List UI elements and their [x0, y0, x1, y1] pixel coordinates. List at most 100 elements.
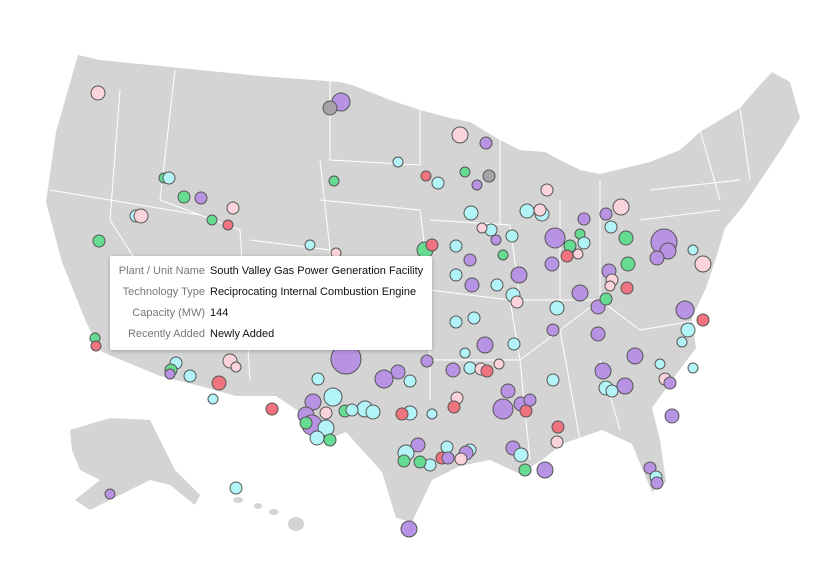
plant-bubble[interactable]: [374, 369, 394, 389]
plant-bubble[interactable]: [676, 336, 688, 348]
plant-bubble[interactable]: [649, 250, 665, 266]
plant-bubble[interactable]: [400, 520, 418, 538]
plant-bubble[interactable]: [459, 347, 471, 359]
plant-bubble[interactable]: [265, 402, 279, 416]
plant-bubble[interactable]: [549, 300, 565, 316]
plant-bubble[interactable]: [319, 406, 333, 420]
plant-bubble[interactable]: [696, 313, 710, 327]
plant-bubble[interactable]: [459, 166, 471, 178]
plant-bubble[interactable]: [413, 455, 427, 469]
plant-bubble[interactable]: [467, 311, 481, 325]
plant-bubble[interactable]: [229, 481, 243, 495]
plant-bubble[interactable]: [441, 451, 455, 465]
plant-bubble[interactable]: [626, 347, 644, 365]
plant-bubble[interactable]: [544, 227, 566, 249]
plant-bubble[interactable]: [211, 375, 227, 391]
plant-bubble[interactable]: [92, 234, 106, 248]
plant-bubble[interactable]: [177, 190, 191, 204]
plant-bubble[interactable]: [533, 203, 547, 217]
plant-bubble[interactable]: [464, 277, 480, 293]
plant-bubble[interactable]: [328, 175, 340, 187]
plant-bubble[interactable]: [309, 430, 325, 446]
plant-bubble[interactable]: [605, 384, 619, 398]
plant-bubble[interactable]: [365, 404, 381, 420]
plant-bubble[interactable]: [544, 256, 560, 272]
plant-bubble[interactable]: [420, 354, 434, 368]
plant-bubble[interactable]: [311, 372, 325, 386]
plant-bubble[interactable]: [550, 435, 564, 449]
plant-bubble[interactable]: [663, 376, 677, 390]
plant-bubble[interactable]: [599, 207, 613, 221]
plant-bubble[interactable]: [425, 238, 439, 252]
plant-bubble[interactable]: [390, 364, 406, 380]
plant-bubble[interactable]: [510, 295, 524, 309]
plant-bubble[interactable]: [449, 239, 463, 253]
plant-bubble[interactable]: [540, 183, 554, 197]
plant-bubble[interactable]: [463, 361, 477, 375]
plant-bubble[interactable]: [604, 220, 618, 234]
plant-bubble[interactable]: [451, 126, 469, 144]
plant-bubble[interactable]: [194, 191, 208, 205]
plant-bubble[interactable]: [454, 452, 468, 466]
plant-bubble[interactable]: [471, 179, 483, 191]
plant-bubble[interactable]: [650, 476, 664, 490]
plant-bubble[interactable]: [322, 100, 338, 116]
plant-bubble[interactable]: [490, 234, 502, 246]
plant-bubble[interactable]: [304, 393, 322, 411]
plant-bubble[interactable]: [519, 203, 535, 219]
plant-bubble[interactable]: [431, 176, 445, 190]
plant-bubble[interactable]: [577, 212, 591, 226]
plant-bubble[interactable]: [680, 322, 696, 338]
plant-bubble[interactable]: [440, 440, 454, 454]
plant-bubble[interactable]: [675, 300, 695, 320]
plant-bubble[interactable]: [664, 408, 680, 424]
plant-bubble[interactable]: [560, 249, 574, 263]
plant-bubble[interactable]: [323, 387, 343, 407]
plant-bubble[interactable]: [490, 278, 504, 292]
plant-bubble[interactable]: [604, 280, 616, 292]
plant-bubble[interactable]: [492, 398, 514, 420]
plant-bubble[interactable]: [164, 368, 176, 380]
plant-bubble[interactable]: [659, 242, 677, 260]
plant-bubble[interactable]: [694, 255, 712, 273]
plant-bubble[interactable]: [463, 205, 479, 221]
plant-bubble[interactable]: [572, 248, 584, 260]
plant-bubble[interactable]: [133, 208, 149, 224]
plant-bubble[interactable]: [479, 136, 493, 150]
plant-bubble[interactable]: [445, 362, 461, 378]
plant-bubble[interactable]: [612, 198, 630, 216]
plant-bubble[interactable]: [654, 358, 666, 370]
plant-bubble[interactable]: [507, 337, 521, 351]
plant-bubble[interactable]: [513, 447, 529, 463]
plant-bubble[interactable]: [518, 463, 532, 477]
plant-bubble[interactable]: [500, 383, 516, 399]
plant-bubble[interactable]: [90, 340, 102, 352]
plant-bubble[interactable]: [536, 461, 554, 479]
plant-bubble[interactable]: [206, 214, 218, 226]
plant-bubble[interactable]: [447, 400, 461, 414]
plant-bubble[interactable]: [410, 437, 426, 453]
plant-bubble[interactable]: [392, 156, 404, 168]
plant-bubble[interactable]: [687, 362, 699, 374]
plant-bubble[interactable]: [104, 488, 116, 500]
plant-bubble[interactable]: [397, 454, 411, 468]
plant-bubble[interactable]: [505, 229, 519, 243]
plant-bubble[interactable]: [90, 85, 106, 101]
plant-bubble[interactable]: [523, 393, 537, 407]
plant-bubble[interactable]: [687, 244, 699, 256]
plant-bubble[interactable]: [304, 239, 316, 251]
plant-bubble[interactable]: [162, 171, 176, 185]
plant-bubble[interactable]: [230, 361, 242, 373]
plant-bubble[interactable]: [497, 249, 509, 261]
plant-bubble[interactable]: [482, 169, 496, 183]
plant-bubble[interactable]: [449, 268, 463, 282]
plant-bubble[interactable]: [426, 408, 438, 420]
plant-bubble[interactable]: [519, 404, 533, 418]
plant-bubble[interactable]: [620, 281, 634, 295]
plant-bubble[interactable]: [493, 358, 505, 370]
plant-bubble[interactable]: [476, 336, 494, 354]
plant-bubble[interactable]: [420, 170, 432, 182]
plant-bubble[interactable]: [616, 377, 634, 395]
plant-bubble[interactable]: [480, 364, 494, 378]
plant-bubble[interactable]: [571, 284, 589, 302]
